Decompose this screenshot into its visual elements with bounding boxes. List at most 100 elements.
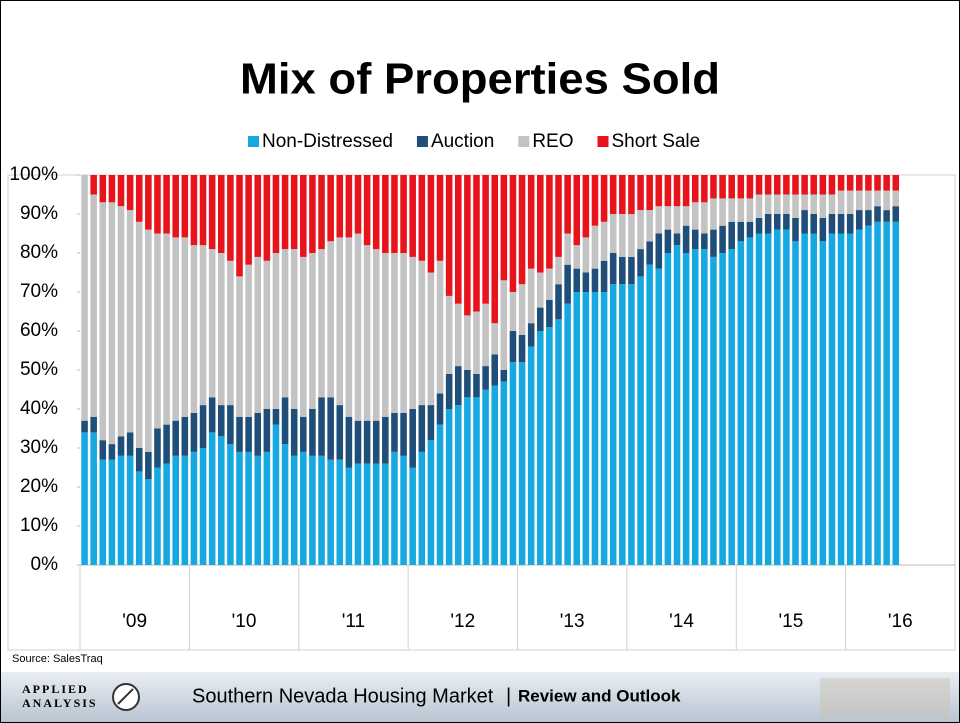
bar-segment <box>154 234 161 429</box>
footer-separator: | <box>506 685 511 707</box>
bar-segment <box>373 421 380 464</box>
bar-segment <box>245 417 252 452</box>
bar-segment <box>756 218 763 234</box>
bar-segment <box>182 417 189 456</box>
bar-segment <box>874 191 881 207</box>
bar-segment <box>209 175 216 249</box>
bar-segment <box>209 249 216 397</box>
bar-segment <box>874 175 881 191</box>
bar-segment <box>747 237 754 565</box>
bar-segment <box>892 206 899 222</box>
bar-segment <box>637 276 644 565</box>
bar-segment <box>501 370 508 382</box>
bar-segment <box>464 315 471 370</box>
bar-segment <box>783 175 790 195</box>
bar-segment <box>683 226 690 253</box>
bar-segment <box>236 452 243 565</box>
bar-segment <box>464 397 471 565</box>
bar-segment <box>109 202 116 444</box>
bar-segment <box>191 175 198 245</box>
bar-segment <box>801 175 808 195</box>
bar-segment <box>254 257 261 413</box>
bar-segment <box>546 175 553 269</box>
bar-segment <box>291 409 298 456</box>
bar-segment <box>765 175 772 195</box>
bar-segment <box>391 452 398 565</box>
bar-segment <box>856 230 863 565</box>
bar-segment <box>829 234 836 566</box>
bar-segment <box>683 175 690 206</box>
bar-segment <box>774 175 781 195</box>
bar-segment <box>847 175 854 191</box>
bar-segment <box>81 421 88 433</box>
bar-segment <box>182 175 189 237</box>
bar-segment <box>409 468 416 566</box>
bar-segment <box>838 191 845 214</box>
bar-segment <box>592 226 599 269</box>
bar-segment <box>100 202 107 440</box>
bar-segment <box>163 425 170 464</box>
bar-segment <box>428 273 435 406</box>
bar-segment <box>473 175 480 312</box>
bar-segment <box>136 175 143 222</box>
legend-label: Short Sale <box>612 131 701 152</box>
bar-segment <box>455 405 462 565</box>
bar-segment <box>236 417 243 452</box>
source: Source: SalesTraq <box>12 653 103 665</box>
bar-segment <box>701 202 708 233</box>
bar-segment <box>309 253 316 409</box>
bar-segment <box>100 440 107 460</box>
bar-segment <box>364 245 371 421</box>
bar-segment <box>810 234 817 566</box>
legend-swatch <box>417 136 428 147</box>
bar-segment <box>346 237 353 416</box>
bar-segment <box>583 237 590 272</box>
bar-segment <box>336 175 343 237</box>
y-tick-label: 100% <box>9 164 58 185</box>
bar-segment <box>145 479 152 565</box>
bar-segment <box>728 175 735 198</box>
bar-segment <box>473 374 480 397</box>
bar-segment <box>491 354 498 385</box>
bar-segment <box>163 175 170 234</box>
bar-segment <box>145 230 152 452</box>
bar-segment <box>264 175 271 261</box>
bar-segment <box>254 175 261 257</box>
bar-segment <box>765 234 772 566</box>
bar-segment <box>628 175 635 214</box>
bar-segment <box>118 436 125 456</box>
bar-segment <box>646 265 653 565</box>
bar-segment <box>719 175 726 198</box>
y-tick-label: 80% <box>20 242 58 263</box>
bar-segment <box>209 397 216 432</box>
bar-segment <box>172 175 179 237</box>
chart-title: Mix of Properties Sold <box>240 55 720 104</box>
bar-segment <box>719 198 726 225</box>
bar-segment <box>810 214 817 234</box>
bar-segment <box>428 405 435 440</box>
bar-segment <box>191 245 198 413</box>
bar-segment <box>218 405 225 436</box>
bar-segment <box>601 261 608 292</box>
bar-segment <box>245 175 252 265</box>
bar-segment <box>519 175 526 284</box>
bar-segment <box>327 175 334 241</box>
bar-segment <box>546 269 553 300</box>
bar-segment <box>90 195 97 417</box>
bar-segment <box>792 175 799 195</box>
bar-segment <box>446 409 453 565</box>
bar-segment <box>628 214 635 257</box>
bar-segment <box>200 405 207 448</box>
bar-segment <box>309 456 316 565</box>
bar-segment <box>227 175 234 261</box>
bar-segment <box>90 417 97 433</box>
bar-segment <box>674 206 681 233</box>
bar-segment <box>118 175 125 206</box>
x-tick-label: '15 <box>779 611 804 632</box>
bar-segment <box>528 323 535 346</box>
bar-segment <box>218 436 225 565</box>
bar-segment <box>655 175 662 206</box>
bar-segment <box>747 198 754 221</box>
bar-segment <box>245 265 252 417</box>
